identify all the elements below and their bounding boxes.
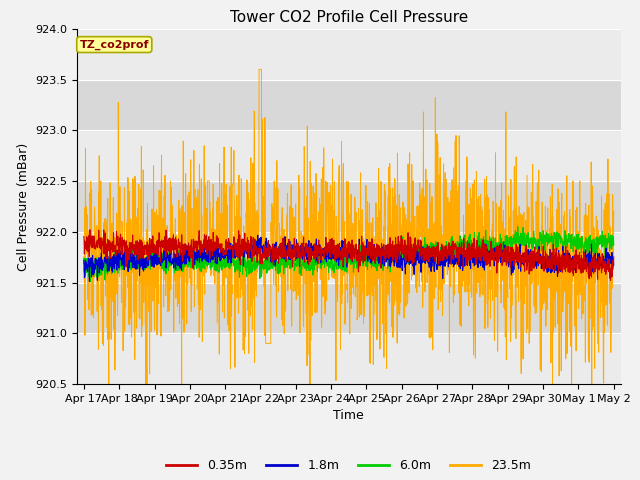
0.35m [86, 227, 94, 233]
0.35m [324, 250, 332, 255]
23.5m [338, 234, 346, 240]
23.5m [80, 275, 88, 281]
Bar [77, 333, 621, 384]
1.8m [80, 257, 88, 263]
23.5m [255, 67, 263, 72]
23.5m [595, 349, 602, 355]
0.35m [610, 254, 618, 260]
Line: 23.5m: 23.5m [84, 70, 614, 384]
Y-axis label: Cell Pressure (mBar): Cell Pressure (mBar) [17, 142, 29, 271]
Line: 0.35m: 0.35m [84, 230, 614, 280]
23.5m [324, 209, 332, 215]
1.8m [610, 262, 618, 268]
0.35m [595, 261, 602, 267]
6.0m [595, 239, 602, 245]
1.8m [108, 262, 115, 267]
1.8m [595, 261, 602, 266]
6.0m [514, 224, 522, 229]
Bar [77, 181, 621, 232]
X-axis label: Time: Time [333, 409, 364, 422]
0.35m [595, 254, 602, 260]
6.0m [86, 278, 94, 284]
6.0m [610, 242, 618, 248]
1.8m [595, 251, 603, 257]
0.35m [108, 240, 115, 246]
6.0m [324, 257, 332, 263]
23.5m [108, 336, 115, 342]
6.0m [338, 264, 346, 269]
1.8m [498, 252, 506, 257]
0.35m [80, 234, 88, 240]
23.5m [610, 208, 618, 214]
0.35m [607, 277, 614, 283]
Text: TZ_co2prof: TZ_co2prof [79, 39, 149, 50]
Legend: 0.35m, 1.8m, 6.0m, 23.5m: 0.35m, 1.8m, 6.0m, 23.5m [161, 454, 536, 477]
0.35m [338, 245, 346, 251]
Bar [77, 283, 621, 333]
0.35m [497, 253, 505, 259]
Bar [77, 130, 621, 181]
Bar [77, 80, 621, 130]
1.8m [254, 232, 262, 238]
1.8m [324, 252, 332, 257]
1.8m [86, 278, 93, 284]
23.5m [498, 180, 506, 186]
Title: Tower CO2 Profile Cell Pressure: Tower CO2 Profile Cell Pressure [230, 10, 468, 25]
6.0m [108, 265, 115, 271]
Line: 6.0m: 6.0m [84, 227, 614, 281]
6.0m [80, 269, 88, 275]
23.5m [105, 381, 113, 387]
6.0m [595, 237, 603, 242]
23.5m [595, 300, 603, 305]
Line: 1.8m: 1.8m [84, 235, 614, 281]
1.8m [338, 238, 346, 243]
Bar [77, 232, 621, 283]
Bar [77, 29, 621, 80]
6.0m [497, 244, 505, 250]
